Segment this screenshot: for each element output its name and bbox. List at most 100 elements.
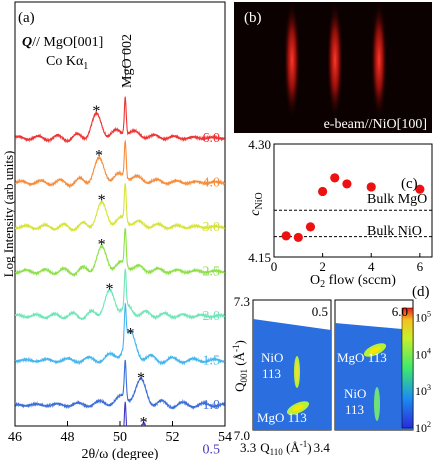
rsm-right-nio-peak	[374, 387, 380, 421]
panel-c-label: (c)	[401, 176, 418, 192]
panel-d-ylabel-unit: (Å	[232, 351, 247, 369]
bulk-nio-label: Bulk NiO	[367, 224, 422, 239]
panel-a-annot-orientation: Q// MgO[001]	[22, 35, 103, 50]
a-xtick-label-52: 52	[166, 430, 180, 445]
panel-a-markers: * * * * * * * *	[92, 103, 147, 432]
panel-d: 105 104 103 102 0.5 6.0 (d) NiO 113 MgO 113…	[231, 284, 431, 457]
trace-6.0	[15, 96, 225, 144]
bulk-mgo-label: Bulk MgO	[367, 192, 427, 207]
rsm-left-nio-core	[295, 361, 299, 383]
panel-b-caption: e-beam//NiO[100]	[324, 117, 427, 132]
panel-b: (b) e-beam//NiO[100]	[234, 2, 432, 133]
c-ytick-label-4.3: 4.30	[248, 137, 271, 152]
panel-a-x-ticks: 46 48 50 52 54	[8, 421, 232, 445]
colorbar-ticks: 105 104 103 102	[415, 309, 431, 435]
panel-c-ylabel-sub: NiO	[254, 192, 265, 209]
panel-a-annot-source: Co Kα1	[46, 54, 88, 72]
c-point-1	[293, 232, 303, 243]
colorbar-tick-5: 105	[415, 309, 431, 324]
panel-c-xlabel: O2 flow (sccm)	[310, 273, 396, 290]
panel-c-xlabel-rest: flow (sccm)	[325, 273, 396, 288]
panel-d-ylabel-unit-end: )	[232, 340, 247, 344]
rheed-streak-2	[327, 2, 343, 118]
nio-peak-marker-6.0: *	[92, 103, 100, 120]
panel-d-xlabel-unit: (Å	[283, 440, 301, 455]
colorbar	[401, 307, 414, 429]
panel-d-ytick-top: 7.3	[234, 294, 250, 309]
c-point-6	[366, 182, 376, 192]
panel-a-annot-source-sub: 1	[83, 61, 88, 72]
c-point-4	[330, 173, 340, 183]
series-label-4.0: 4.0	[203, 176, 221, 191]
nio-peak-marker-1.5: *	[127, 326, 135, 343]
series-label-2.5: 2.5	[203, 265, 221, 280]
colorbar-tick-3: 103	[415, 383, 431, 398]
c-point-5	[342, 179, 352, 189]
panel-a-peak-label: MgO 002	[120, 34, 135, 88]
panel-d-ytick-bottom: 7.0	[234, 428, 250, 443]
series-label-1.5: 1.5	[203, 354, 221, 369]
panel-d-xlabel-left: 3.3	[240, 440, 256, 455]
panel-a-annot-source-main: Co Kα	[46, 54, 84, 69]
a-xtick-label-48: 48	[61, 430, 75, 445]
panel-a-ylabel: Log Intensity (arb units)	[1, 151, 16, 278]
panel-a-traces	[15, 96, 225, 426]
panel-d-right-nio-label-1: NiO	[344, 386, 366, 401]
panel-c-points	[281, 173, 425, 243]
panel-c-ticks: 0 2 4 6 4.15 4.30	[248, 137, 423, 274]
c-point-0	[281, 231, 291, 241]
nio-peak-marker-2.5: *	[98, 237, 106, 254]
panel-d-left-nio-label-1: NiO	[261, 350, 283, 365]
c-point-7	[415, 184, 425, 194]
panel-d-left-value: 0.5	[312, 304, 328, 319]
a-xtick-label-50: 50	[113, 430, 127, 445]
series-label-0.5: 0.5	[203, 443, 221, 458]
panel-d-xlabel: 3.3 Q110 (Å-1) 3.4	[240, 439, 330, 457]
panel-d-xlabel-sub: 110	[270, 447, 284, 457]
panel-d-xlabel-right: 3.4	[314, 440, 331, 455]
colorbar-tick-4: 104	[415, 346, 431, 361]
panel-d-label: (d)	[412, 284, 430, 300]
series-label-6.0: 6.0	[203, 131, 221, 146]
nio-peak-marker-3.0: *	[98, 192, 106, 209]
panel-d-right-nio-label-2: 113	[345, 402, 364, 417]
panel-d-ylabel-unit-sup: -1	[231, 344, 241, 352]
panel-d-ylabel-q: Q	[232, 382, 247, 392]
colorbar-tick-2: 102	[415, 420, 431, 435]
panel-d-right-value: 6.0	[392, 304, 408, 319]
a-xtick-label-54: 54	[218, 430, 232, 445]
trace-4.0	[15, 139, 225, 189]
panel-d-left-nio-label-2: 113	[262, 366, 281, 381]
c-xtick-label-2: 2	[319, 259, 326, 274]
rsm-right-mgo-core	[369, 346, 381, 354]
series-label-2.0: 2.0	[203, 309, 221, 324]
panel-c: Bulk MgO Bulk NiO 0 2 4 64.154.30 (c) cNiO …	[248, 137, 433, 290]
panel-d-xlabel-q: Q	[260, 440, 270, 455]
panel-c-ylabel: cNiO	[248, 192, 265, 215]
c-xtick-label-0: 0	[271, 259, 278, 274]
a-xtick-label-46: 46	[8, 430, 22, 445]
c-ytick-label-4.15: 4.15	[248, 250, 271, 265]
panel-a-series-labels: 6.0 4.0 3.0 2.5 2.0 1.5 1.0 0.5	[203, 131, 221, 458]
panel-d-ylabel-sub: 001	[239, 369, 249, 383]
panel-a-annot-q: Q	[22, 35, 32, 50]
panel-d-xlabel-unit-sup: -1	[300, 439, 308, 449]
rheed-streak-1	[284, 2, 300, 118]
panel-a: (a) Q// MgO[001] Co Kα1 MgO 002 ********…	[1, 1, 232, 460]
nio-peak-marker-0.5: *	[140, 415, 148, 432]
panel-c-xlabel-main: O	[310, 273, 320, 288]
c-point-2	[305, 222, 316, 232]
panel-c-xlabel-sub: 2	[320, 279, 325, 290]
trace-2.5	[15, 228, 225, 278]
panel-b-label: (b)	[244, 10, 262, 26]
panel-d-left-mgo-label: MgO 113	[257, 410, 307, 425]
panel-d-ylabel: Q001 (Å-1)	[231, 340, 249, 392]
trace-1.0	[15, 359, 225, 411]
trace-2.0	[15, 268, 225, 321]
panel-a-xlabel: 2θ/ω (degree)	[82, 447, 159, 460]
rheed-streak-3	[371, 2, 387, 118]
series-label-3.0: 3.0	[203, 220, 221, 235]
c-point-3	[318, 186, 328, 197]
